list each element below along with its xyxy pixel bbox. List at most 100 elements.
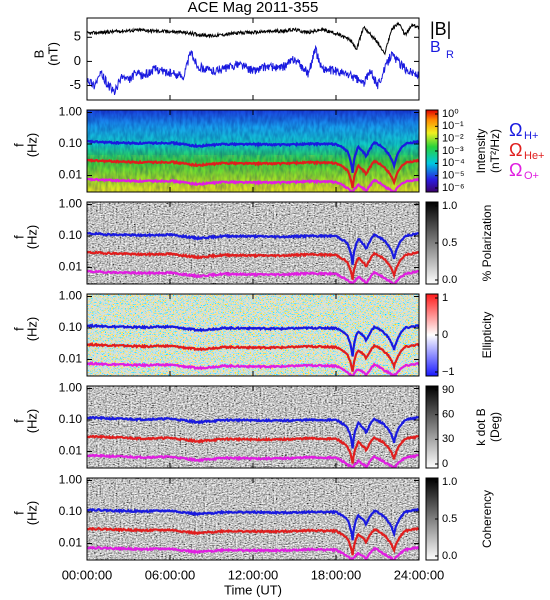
series-line-b-magnitude [86, 21, 420, 56]
spectrogram-image [87, 478, 419, 560]
gyro-trace-hplus [87, 507, 419, 541]
y-axis-unit: (Hz) [24, 133, 39, 158]
y-tick-label: 1.00 [59, 473, 83, 487]
gyro-trace-oplus [87, 545, 419, 560]
colorbar-tick-label: 10⁻⁴ [442, 157, 465, 169]
y-axis-label: f [11, 235, 26, 239]
x-tick-label: 06:00:00 [145, 567, 196, 582]
gyro-trace-oplus [87, 453, 419, 468]
colorbar-tick-label: 10⁻⁶ [442, 182, 465, 194]
y-tick-label: 0.10 [59, 504, 83, 518]
y-axis-label: B [31, 50, 46, 59]
gyro-trace-oplus [87, 269, 419, 284]
colorbar-tick-label: 10⁻³ [442, 145, 464, 157]
y-tick-label: 0.10 [59, 228, 83, 242]
y-axis-unit: (Hz) [24, 317, 39, 342]
colorbar [425, 385, 439, 469]
gyro-legend-omega: Ω [509, 160, 522, 180]
gyro-trace-heplus [87, 526, 419, 556]
gyro-trace-heplus [87, 434, 419, 464]
colorbar-title: Ellipticity [480, 312, 494, 359]
y-axis-unit: (nT) [45, 42, 60, 66]
gyro-legend-omega: Ω [509, 120, 522, 140]
colorbar-tick-label: 1.0 [442, 476, 457, 488]
y-tick-label: 0.01 [59, 536, 83, 550]
y-tick-label: 1.00 [59, 381, 83, 395]
colorbar-title: % Polarization [480, 205, 494, 282]
gyro-trace-hplus [87, 415, 419, 449]
colorbar-tick-label: 10⁻² [442, 133, 464, 145]
y-tick-label: 0.01 [59, 352, 83, 366]
colorbar-tick-label: 0.5 [442, 513, 457, 525]
colorbar-tick-label: −1 [442, 366, 455, 378]
y-axis-label: f [11, 143, 26, 147]
colorbar-tick-label: 10⁻⁵ [442, 170, 465, 182]
x-tick-label: 24:00:00 [394, 567, 445, 582]
legend-entry-b-r-subscript: R [446, 49, 454, 61]
colorbar-tick-label: 0.0 [442, 550, 457, 562]
colorbar-title: Intensity [474, 129, 488, 174]
panel-3: 1.00 0.10 0.01 f(Hz) 1.0 0.5 0.0 % Polarization [11, 197, 494, 286]
y-tick-label: 1.00 [59, 289, 83, 303]
gyro-trace-heplus [87, 341, 419, 372]
figure-title: ACE Mag 2011-355 [188, 0, 319, 16]
panel-4: 1.00 0.10 0.01 f(Hz) 1 0 −1 Ellipticity [11, 289, 494, 378]
colorbar-unit: (Deg) [488, 412, 502, 442]
y-tick-label: 0 [74, 53, 81, 68]
y-tick-label: 1.00 [59, 105, 83, 119]
spectrogram-image [87, 294, 419, 376]
y-axis-unit: (Hz) [24, 501, 39, 526]
colorbar-tick-label: 0.0 [442, 274, 457, 286]
colorbar-unit: (nT²/Hz) [488, 129, 502, 173]
y-tick-label: 5 [74, 29, 81, 44]
y-tick-label: 0.10 [59, 320, 83, 334]
y-axis-label: f [11, 327, 26, 331]
legend-entry-b-magnitude: |B| [430, 19, 451, 39]
colorbar-tick-label: 0.5 [442, 237, 457, 249]
legend-entry-b-r: B [430, 39, 441, 56]
y-tick-label: 0.01 [59, 168, 83, 182]
gyro-trace-oplus [87, 177, 419, 192]
gyro-trace-hplus [87, 139, 419, 173]
x-tick-label: 00:00:00 [62, 567, 113, 582]
panel-5: 1.00 0.10 0.01 f(Hz) 90 60 30 0 k dot B (Deg) [11, 381, 502, 470]
colorbar-tick-label: 10⁻¹ [442, 120, 464, 132]
y-tick-label: 0.01 [59, 444, 83, 458]
panel-6: 1.00 0.10 0.01 f(Hz) 1.0 0.5 0.0 Coherency [11, 473, 494, 562]
grayscale-texture [87, 202, 419, 284]
gyro-trace-hplus [87, 323, 419, 357]
colorbar-tick-label: 0 [442, 329, 448, 341]
gyro-legend-subscript: O+ [524, 170, 539, 182]
y-axis-unit: (Hz) [24, 225, 39, 250]
gyro-trace-heplus [87, 158, 419, 189]
gyro-legend-omega: Ω [509, 140, 522, 160]
y-tick-label: 0.01 [59, 260, 83, 274]
gyro-legend-subscript: He+ [524, 150, 545, 162]
spectrogram-image [87, 202, 419, 284]
y-tick-label: -5 [69, 77, 81, 92]
y-axis-label: f [11, 419, 26, 423]
y-axis-unit: (Hz) [24, 409, 39, 434]
series-line-b-r [86, 44, 420, 96]
colorbar-tick-label: 10⁰ [442, 108, 459, 120]
colorbar-tick-label: 30 [442, 433, 454, 445]
gyro-trace-heplus [87, 250, 419, 280]
y-tick-label: 0.10 [59, 412, 83, 426]
colorbar-tick-label: 90 [442, 384, 454, 396]
y-tick-label: 0.10 [59, 136, 83, 150]
colorbar-title: k dot B [474, 408, 488, 445]
gyro-legend-subscript: H+ [524, 130, 538, 142]
colorbar-tick-label: 60 [442, 409, 454, 421]
spectrogram-image [87, 386, 419, 468]
panel-2: 1.00 0.10 0.01 f(Hz) 10⁰10⁻¹10⁻²10⁻³10⁻⁴10⁻⁵… [11, 105, 544, 194]
colorbar-tick-label: 1 [442, 292, 448, 304]
x-tick-label: 18:00:00 [311, 567, 362, 582]
colorbar-title: Coherency [480, 490, 494, 548]
gyro-trace-oplus [87, 360, 419, 376]
colorbar-tick-label: 0 [442, 458, 448, 470]
spectrogram-texture [87, 155, 419, 192]
spectrogram-image [87, 110, 419, 192]
y-tick-label: 1.00 [59, 197, 83, 211]
y-axis-label: f [11, 511, 26, 515]
